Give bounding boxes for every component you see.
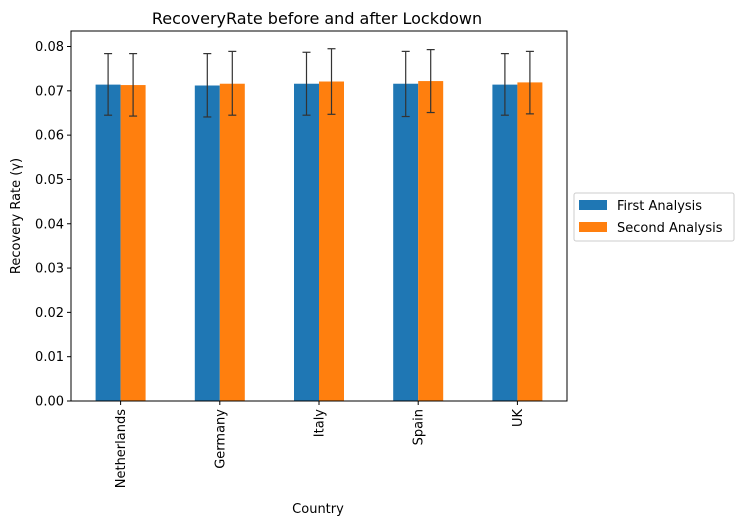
error-bar-second-analysis-uk <box>525 50 534 115</box>
y-tick-label: 0.02 <box>35 306 64 321</box>
chart-title: RecoveryRate before and after Lockdown <box>152 9 482 28</box>
bar-second-analysis-germany <box>219 83 245 402</box>
error-bar-second-analysis-germany <box>228 50 237 116</box>
error-bar-second-analysis-netherlands <box>129 52 138 117</box>
y-tick-label: 0.05 <box>35 173 64 188</box>
error-bar-first-analysis-uk <box>500 52 509 116</box>
error-bars-layer <box>104 48 534 118</box>
legend-box <box>573 192 735 242</box>
error-bar-first-analysis-germany <box>203 52 212 118</box>
legend-swatch-second-analysis <box>579 222 607 232</box>
bar-second-analysis-uk <box>517 82 543 402</box>
y-axis-label: Recovery Rate (γ) <box>9 158 24 274</box>
y-tick-label: 0.04 <box>35 217 64 232</box>
y-axis: 0.00 0.01 0.02 0.03 0.04 0.05 0.06 0.07 0.08 <box>35 40 71 410</box>
x-tick-label-spain: Spain <box>412 409 427 445</box>
legend: First Analysis Second Analysis <box>573 192 735 242</box>
x-tick-label-uk: UK <box>511 409 526 428</box>
x-tick-label-italy: Italy <box>313 409 328 438</box>
legend-label-second-analysis: Second Analysis <box>617 221 723 236</box>
error-bar-second-analysis-italy <box>327 48 336 115</box>
error-bar-second-analysis-spain <box>426 49 435 114</box>
x-tick-label-netherlands: Netherlands <box>114 409 129 488</box>
y-tick-label: 0.08 <box>35 40 64 55</box>
y-tick-label: 0.03 <box>35 262 64 277</box>
y-tick-label: 0.01 <box>35 350 64 365</box>
y-tick-label: 0.07 <box>35 84 64 99</box>
legend-swatch-first-analysis <box>579 200 607 210</box>
x-axis: Netherlands Germany Italy Spain UK <box>114 401 526 488</box>
error-bar-first-analysis-netherlands <box>104 52 113 116</box>
bars-layer <box>95 81 543 402</box>
bar-first-analysis-netherlands <box>95 84 121 402</box>
bar-second-analysis-italy <box>319 81 344 402</box>
error-bar-first-analysis-spain <box>401 50 410 118</box>
x-axis-label: Country <box>292 502 344 517</box>
bar-first-analysis-uk <box>492 84 518 402</box>
bar-first-analysis-spain <box>393 83 419 402</box>
y-tick-label: 0.00 <box>35 395 64 410</box>
bar-second-analysis-spain <box>418 81 444 402</box>
legend-label-first-analysis: First Analysis <box>617 199 702 214</box>
bar-first-analysis-germany <box>194 85 220 401</box>
bar-second-analysis-netherlands <box>120 85 146 402</box>
error-bar-first-analysis-italy <box>302 51 311 116</box>
y-tick-label: 0.06 <box>35 129 64 144</box>
x-tick-label-germany: Germany <box>213 409 228 469</box>
bar-first-analysis-italy <box>294 83 319 402</box>
